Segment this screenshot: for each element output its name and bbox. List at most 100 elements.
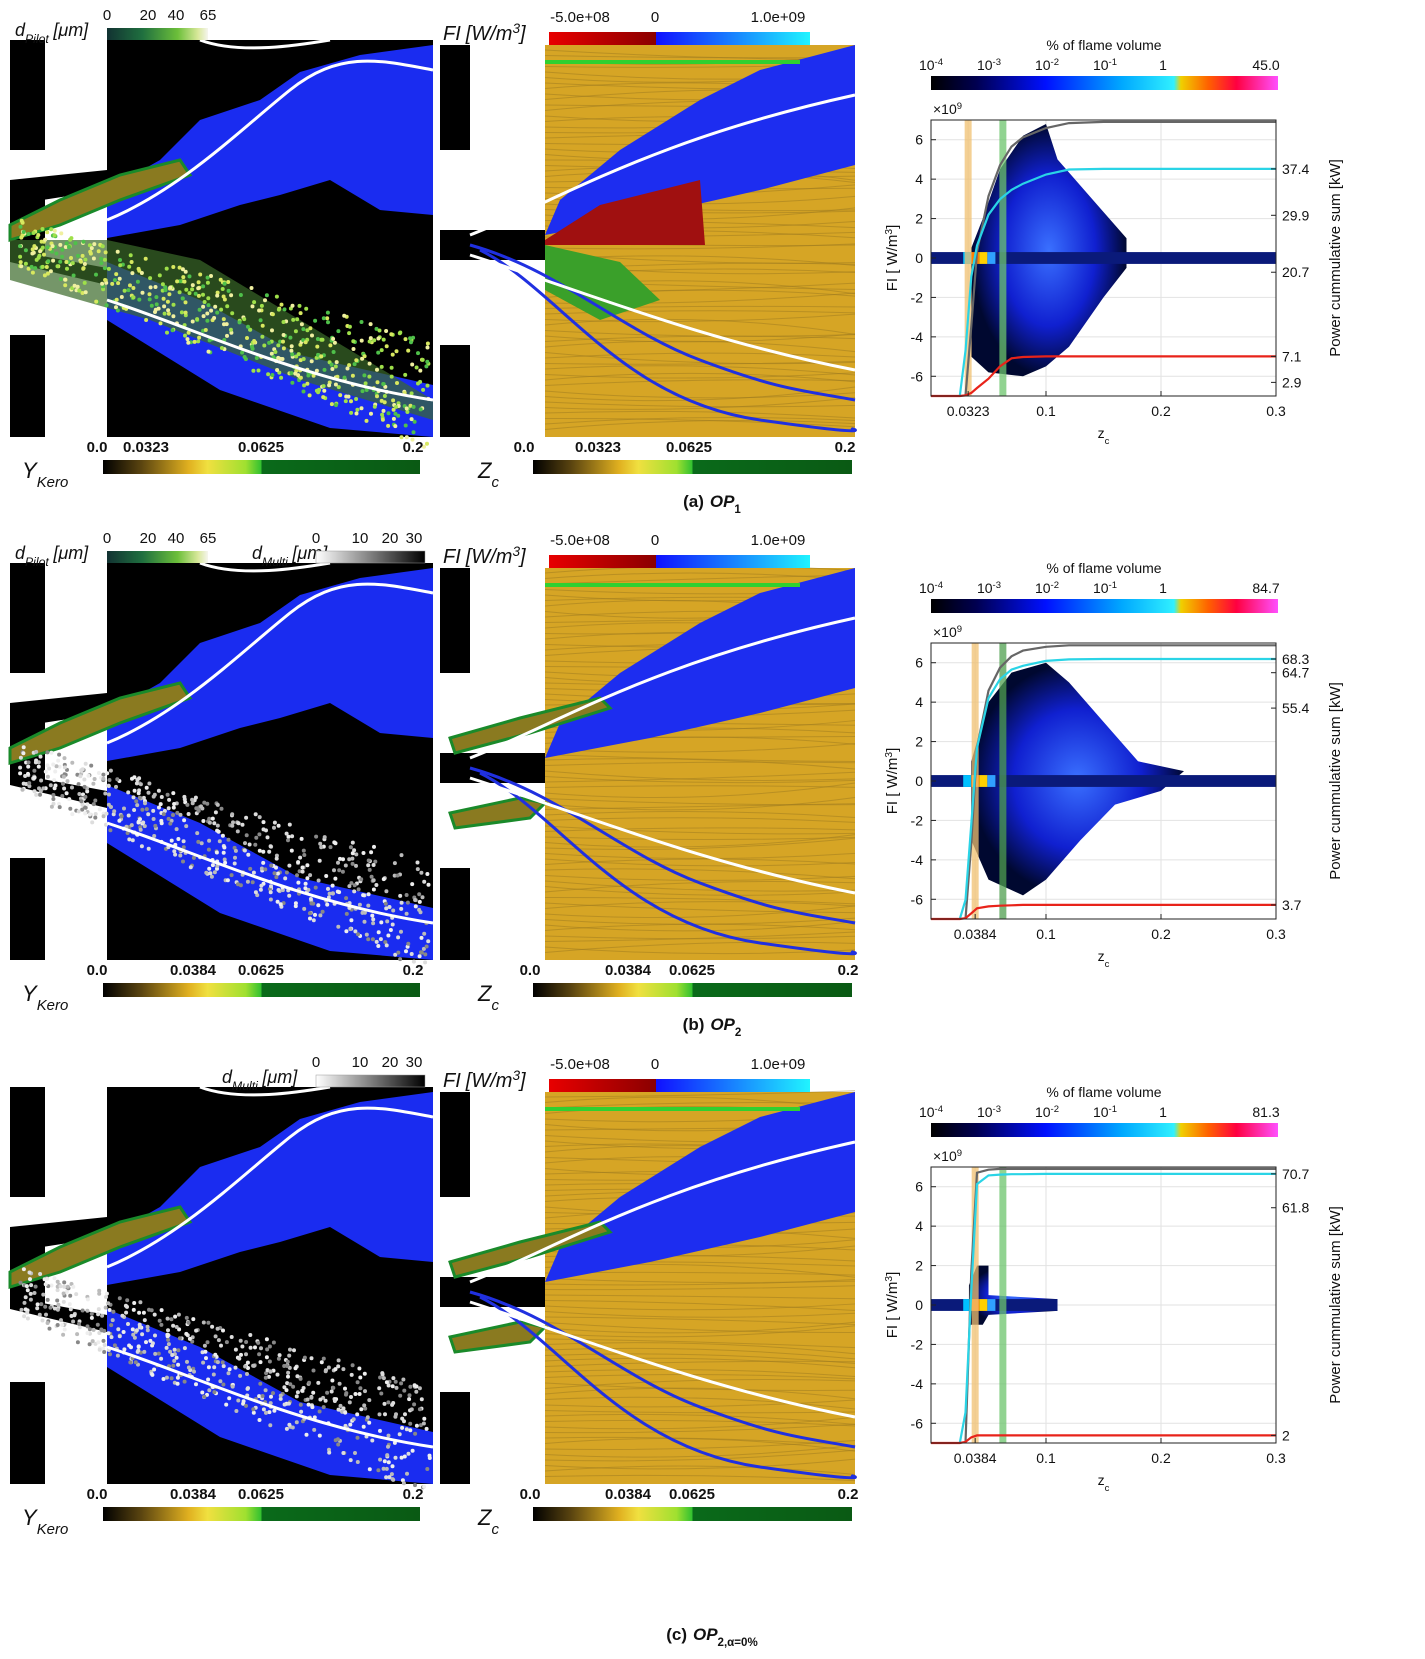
- droplet: [171, 1363, 176, 1368]
- droplet: [425, 359, 430, 364]
- droplet: [314, 355, 319, 360]
- droplet: [226, 1371, 231, 1376]
- droplet: [379, 920, 384, 925]
- ykero-tick-label: 0.0: [87, 1486, 108, 1503]
- droplet: [281, 346, 286, 351]
- droplet: [303, 881, 308, 886]
- droplet: [85, 1297, 90, 1302]
- droplet: [210, 1324, 215, 1329]
- fi-tick-label: 0: [651, 9, 659, 26]
- droplet: [295, 1390, 300, 1395]
- droplet: [142, 1349, 147, 1354]
- droplet: [40, 245, 45, 250]
- droplet: [236, 821, 241, 826]
- droplet: [346, 394, 351, 399]
- dpilot-tick-label: 0: [103, 7, 111, 24]
- droplet: [401, 1481, 406, 1486]
- droplet: [118, 263, 123, 268]
- droplet: [277, 1353, 282, 1358]
- droplet: [398, 1393, 403, 1398]
- droplet: [100, 1328, 104, 1333]
- droplet: [273, 350, 278, 354]
- streamline: [544, 379, 856, 386]
- droplet: [257, 1394, 262, 1399]
- fi-label-sup: 3: [512, 1068, 520, 1083]
- droplet: [343, 399, 348, 404]
- droplet: [205, 280, 210, 285]
- droplet: [229, 873, 234, 878]
- injector-lip: [10, 170, 107, 205]
- droplet: [75, 1340, 80, 1345]
- droplet: [199, 804, 203, 809]
- droplet: [227, 1367, 232, 1372]
- ykero-label-sub: Kero: [37, 474, 69, 491]
- droplet: [411, 404, 416, 409]
- streamline: [544, 340, 856, 353]
- streamline: [544, 902, 856, 914]
- fuel-jet: [448, 796, 549, 830]
- droplet: [397, 1432, 402, 1437]
- y-axis-label: FI [ W/m3]: [884, 1272, 902, 1339]
- x-tick-label: 0.2: [1151, 1450, 1171, 1466]
- colorbar-tick-label-base: 10: [1093, 57, 1109, 73]
- droplet: [375, 367, 379, 372]
- y-tick-label: 0: [915, 1297, 923, 1313]
- droplet: [32, 244, 37, 249]
- droplet: [350, 851, 355, 856]
- streamline: [544, 1368, 856, 1378]
- droplet: [65, 1284, 70, 1289]
- droplet: [364, 388, 369, 392]
- droplet: [45, 271, 50, 276]
- droplet: [112, 1343, 117, 1348]
- droplet: [236, 1398, 241, 1403]
- droplet: [271, 1340, 276, 1345]
- x-axis-label-text: z: [1098, 1472, 1105, 1488]
- droplet: [164, 1345, 169, 1350]
- droplet: [369, 411, 373, 416]
- dmulti-colorbar: [315, 1074, 426, 1088]
- droplet: [36, 233, 41, 237]
- droplet: [290, 380, 295, 385]
- temperature-contour: [199, 1085, 331, 1097]
- droplet: [351, 339, 356, 344]
- droplet: [274, 875, 279, 880]
- droplet: [190, 797, 195, 802]
- streamline: [544, 923, 856, 931]
- droplet: [76, 782, 81, 787]
- zc-tick-label: 0.0: [514, 439, 535, 456]
- droplet: [162, 311, 167, 316]
- droplet: [152, 834, 157, 838]
- colorbar-tick-label: 1: [1159, 580, 1167, 596]
- droplet: [403, 372, 408, 377]
- droplet: [337, 1381, 342, 1386]
- droplet: [75, 284, 80, 289]
- droplet: [393, 411, 398, 416]
- droplet: [311, 1390, 316, 1395]
- temperature-contour: [106, 1345, 434, 1449]
- droplet: [350, 840, 355, 845]
- droplet: [253, 890, 258, 895]
- droplet: [391, 398, 396, 403]
- streamline: [544, 1325, 856, 1338]
- droplet: [190, 801, 195, 806]
- droplet: [32, 775, 37, 780]
- droplet: [44, 1312, 48, 1317]
- droplet: [31, 231, 36, 235]
- droplet: [418, 1423, 423, 1428]
- droplet: [367, 1398, 372, 1403]
- droplet: [166, 311, 171, 316]
- droplet: [70, 785, 74, 790]
- droplet: [322, 367, 327, 372]
- axis-multiplier-base: ×10: [933, 101, 957, 117]
- droplet: [52, 1306, 57, 1311]
- streamline: [544, 905, 856, 918]
- droplet: [102, 1343, 107, 1347]
- droplet: [245, 879, 250, 884]
- flame-region: [545, 1092, 855, 1282]
- droplet: [409, 952, 414, 956]
- droplet: [365, 1415, 370, 1420]
- droplet: [344, 896, 349, 901]
- droplet: [386, 423, 391, 428]
- x-tick-label: 0.3: [1266, 926, 1286, 942]
